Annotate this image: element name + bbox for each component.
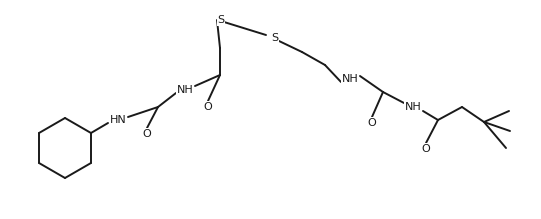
Text: S: S <box>217 15 225 25</box>
Text: O: O <box>368 118 377 128</box>
Text: O: O <box>143 129 151 139</box>
Text: O: O <box>203 102 213 112</box>
Text: NH: NH <box>405 102 421 112</box>
Text: HN: HN <box>110 115 127 125</box>
Text: S: S <box>272 33 279 43</box>
Text: NH: NH <box>176 85 193 95</box>
Text: NH: NH <box>341 74 358 84</box>
Text: O: O <box>421 144 431 154</box>
